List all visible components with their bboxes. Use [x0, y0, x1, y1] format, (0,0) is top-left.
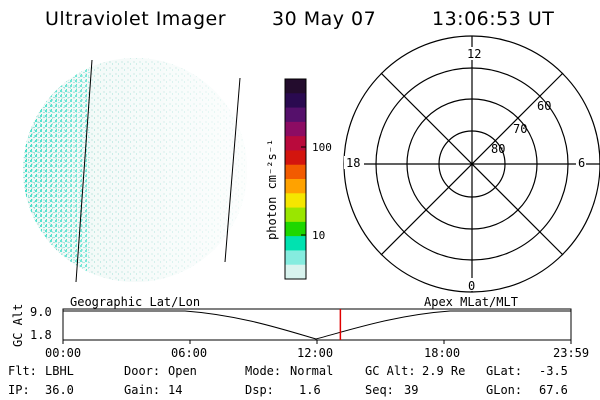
colorbar-band — [285, 164, 306, 180]
filter-label: Flt: — [8, 364, 37, 378]
colorbar-tick-100: 100 — [312, 141, 332, 154]
gcalt-label: GC Alt: — [365, 364, 416, 378]
colorbar-band — [285, 136, 306, 151]
terminator-line-left — [75, 59, 93, 283]
mlt-label-12: 12 — [467, 47, 481, 61]
door-label: Door: — [124, 364, 161, 378]
time-tick-1800: 18:00 — [424, 346, 461, 360]
time-tick-0000: 00:00 — [45, 346, 82, 360]
lat-label-80: 80 — [491, 142, 505, 156]
mlt-label-0: 0 — [468, 279, 475, 293]
lat-label-70: 70 — [513, 122, 527, 136]
mlt-label-6: 6 — [578, 156, 585, 170]
apex-label: Apex MLat/MLT — [424, 295, 518, 309]
mlt-label-18: 18 — [346, 156, 360, 170]
polar-plot — [343, 35, 600, 293]
color-bar — [285, 79, 306, 280]
orbit-plot-frame — [62, 308, 572, 341]
colorbar-band — [285, 93, 306, 109]
glat-value: -3.5 — [539, 364, 568, 378]
gain-label: Gain: — [124, 383, 161, 397]
time-tick-2359: 23:59 — [553, 346, 590, 360]
seq-value: 39 — [404, 383, 419, 397]
gcalt-value: 2.9 Re — [422, 364, 466, 378]
ip-label: IP: — [8, 383, 30, 397]
colorbar-band — [285, 179, 306, 194]
colorbar-band — [285, 121, 306, 137]
colorbar-band — [285, 193, 306, 209]
glon-label: GLon: — [486, 383, 523, 397]
orbit-y-tick-low: 1.8 — [30, 328, 52, 342]
terminator-line-right — [224, 77, 241, 263]
orbit-axis-label: GC Alt — [11, 304, 25, 347]
glon-value: 67.6 — [539, 383, 568, 397]
ip-value: 36.0 — [45, 383, 74, 397]
observation-time: 13:06:53 UT — [432, 8, 555, 30]
colorbar-band — [285, 79, 306, 94]
colorbar-band — [285, 150, 306, 166]
colorbar-band — [285, 207, 306, 223]
time-tick-1200: 12:00 — [297, 346, 334, 360]
observation-date: 30 May 07 — [272, 8, 377, 30]
colorbar-band — [285, 264, 306, 280]
dsp-value: 1.6 — [299, 383, 321, 397]
gain-value: 14 — [168, 383, 183, 397]
colorbar-band — [285, 107, 306, 123]
colorbar-band — [285, 221, 306, 237]
dsp-label: Dsp: — [245, 383, 274, 397]
colorbar-tick-10: 10 — [312, 229, 325, 242]
colorbar-band — [285, 236, 306, 251]
door-value: Open — [168, 364, 197, 378]
mode-value: Normal — [290, 364, 334, 378]
lat-label-60: 60 — [537, 99, 551, 113]
glat-label: GLat: — [486, 364, 523, 378]
instrument-title: Ultraviolet Imager — [45, 8, 227, 30]
altitude-curve — [63, 310, 571, 340]
orbit-y-tick-high: 9.0 — [30, 305, 52, 319]
time-tick-0600: 06:00 — [171, 346, 208, 360]
mode-label: Mode: — [245, 364, 282, 378]
earth-disk-image — [23, 58, 247, 282]
filter-value: LBHL — [45, 364, 74, 378]
colorbar-unit-label: photon cm⁻²s⁻¹ — [265, 139, 279, 240]
seq-label: Seq: — [365, 383, 394, 397]
geographic-label: Geographic Lat/Lon — [70, 295, 201, 309]
colorbar-band — [285, 250, 306, 266]
